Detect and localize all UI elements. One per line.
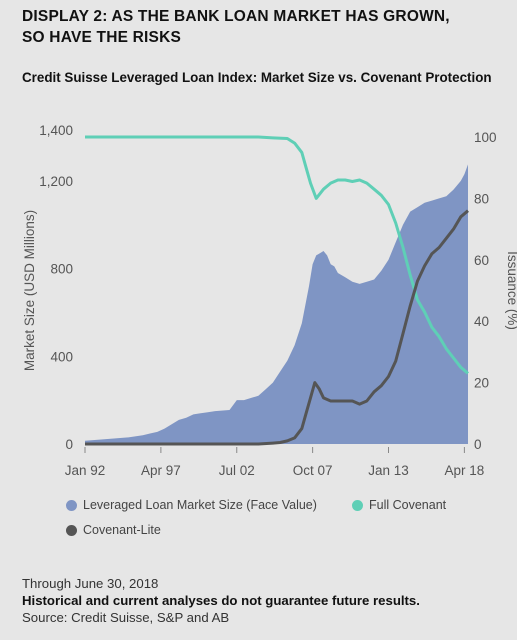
source-note: Source: Credit Suisse, S&P and AB [22,610,230,625]
y-axis-label: Market Size (USD Millions) [22,210,37,371]
series-line-full-covenant [85,135,469,375]
chart-title: Credit Suisse Leveraged Loan Index: Mark… [22,70,492,85]
date-note: Through June 30, 2018 [22,576,159,591]
legend-swatch-full-covenant [352,499,363,511]
legend-swatch-market-size [66,499,77,511]
y2-tick-label: 100 [474,130,497,145]
legend-label-covenant-lite: Covenant-Lite [83,523,161,537]
y2-tick-label: 80 [474,191,489,206]
series-line-covenant-lite [85,209,469,446]
display-title-line-1: DISPLAY 2: AS THE BANK LOAN MARKET HAS G… [22,8,450,25]
legend-item-full-covenant: Full Covenant [352,498,446,512]
legend-item-covenant-lite: Covenant-Lite [66,523,161,537]
x-tick-label: Jul 02 [219,463,255,478]
x-tick-label: Oct 07 [293,463,333,478]
y-tick-label: 400 [50,349,73,364]
disclaimer: Historical and current analyses do not g… [22,593,420,608]
series-area-market-size [85,164,468,444]
x-tick-label: Apr 18 [444,463,484,478]
y-tick-label: 800 [50,262,73,277]
x-tick-label: Apr 97 [141,463,181,478]
y2-axis-label: Issuance (%) [505,251,517,330]
display-title-line-2: SO HAVE THE RISKS [22,29,181,46]
legend-swatch-covenant-lite [66,524,77,536]
x-tick-label: Jan 92 [65,463,106,478]
y-tick-label: 1,200 [39,174,73,189]
legend-label-market-size: Leveraged Loan Market Size (Face Value) [83,498,317,512]
y-tick-label: 1,400 [39,123,73,138]
y2-tick-label: 0 [474,437,482,452]
display-title: DISPLAY 2: AS THE BANK LOAN MARKET HAS G… [22,6,502,48]
legend-label-full-covenant: Full Covenant [369,498,447,512]
legend-item-market-size: Leveraged Loan Market Size (Face Value) [66,498,317,512]
y2-tick-label: 40 [474,314,489,329]
footer: Through June 30, 2018 Historical and cur… [22,575,512,626]
y2-tick-label: 60 [474,253,489,268]
y-tick-label: 0 [65,437,73,452]
y2-tick-label: 20 [474,376,489,391]
x-tick-label: Jan 13 [368,463,409,478]
